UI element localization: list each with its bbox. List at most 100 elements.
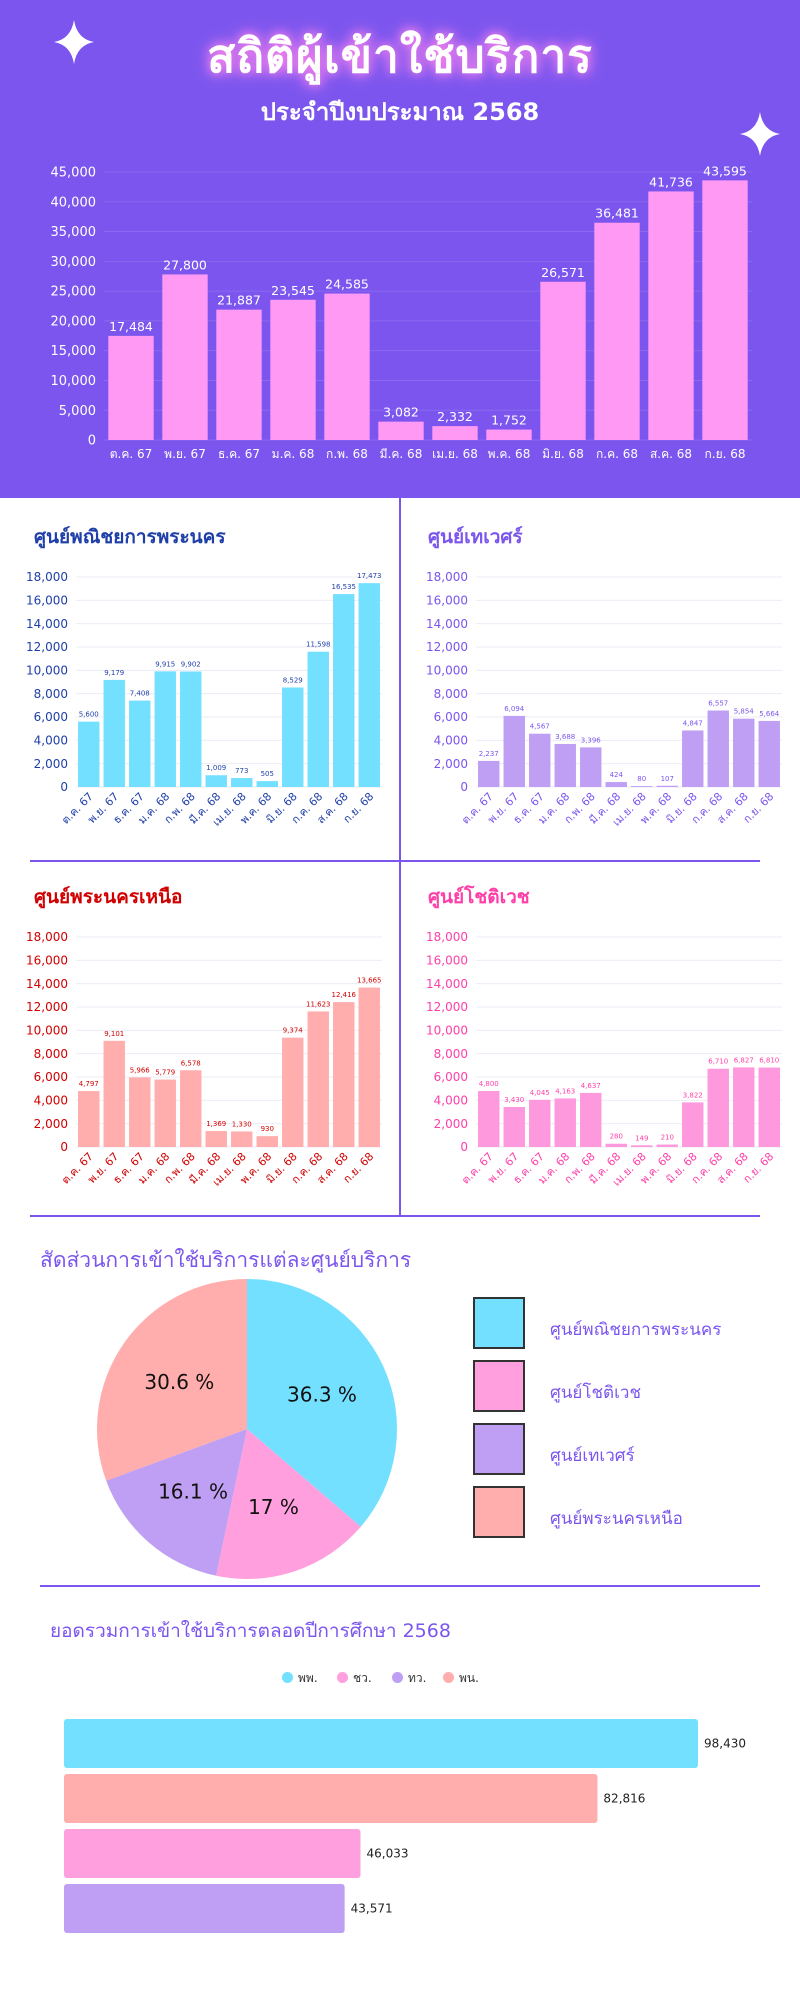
- bar: [162, 274, 208, 440]
- bar: [758, 1067, 780, 1147]
- x-tick-label: ต.ค. 67: [110, 447, 153, 461]
- bar-value-label: 9,374: [283, 1027, 304, 1035]
- y-tick-label: 16,000: [26, 594, 68, 608]
- y-tick-label: 14,000: [426, 617, 468, 631]
- section-divider: [40, 1585, 760, 1587]
- legend-swatch: [473, 1486, 525, 1538]
- bar-value-label: 9,915: [155, 660, 175, 668]
- bar-value-label: 1,369: [206, 1120, 226, 1128]
- y-tick-label: 35,000: [51, 225, 97, 240]
- y-tick-label: 6,000: [434, 1070, 468, 1084]
- bar-value-label: 773: [235, 767, 248, 775]
- bar-value-label: 12,416: [332, 991, 357, 999]
- bar-value-label: 36,481: [595, 206, 639, 221]
- bar: [648, 191, 694, 440]
- bar: [180, 671, 202, 787]
- y-tick-label: 4,000: [34, 734, 68, 748]
- bar-value-label: 82,816: [603, 1792, 645, 1806]
- bar-value-label: 46,033: [367, 1847, 409, 1861]
- panel-divider: [30, 860, 760, 862]
- panel-divider: [399, 498, 401, 1216]
- y-tick-label: 15,000: [51, 344, 97, 359]
- bar-value-label: 41,736: [649, 174, 693, 189]
- bar-value-label: 280: [610, 1133, 623, 1141]
- legend-label: ศูนย์พณิชยการพระนคร: [550, 1320, 722, 1340]
- y-tick-label: 12,000: [26, 640, 68, 654]
- y-tick-label: 10,000: [26, 664, 68, 678]
- sparkle-icon: [54, 20, 94, 64]
- bar: [64, 1719, 698, 1768]
- bar-value-label: 8,529: [283, 676, 303, 684]
- yearly-total-chart: 98,430 82,816 46,033 43,571: [64, 1719, 746, 1933]
- legend-label: ชว.: [353, 1671, 372, 1685]
- bar: [529, 1099, 551, 1147]
- bar-value-label: 2,332: [437, 409, 473, 424]
- bar: [758, 720, 780, 787]
- bar-value-label: 424: [610, 771, 624, 779]
- pie-title: สัดส่วนการเข้าใช้บริการแต่ละศูนย์บริการ: [40, 1248, 412, 1272]
- center-chart-p2: 0 2,000 4,000 6,000 8,000 10,000 12,000 14,000 1…: [426, 570, 782, 829]
- bar: [529, 733, 551, 787]
- legend-swatch: [473, 1297, 525, 1349]
- y-tick-label: 18,000: [426, 930, 468, 944]
- bar: [256, 781, 278, 787]
- bar: [216, 309, 262, 440]
- bar-value-label: 107: [661, 775, 674, 783]
- bar-value-label: 149: [635, 1134, 648, 1142]
- bar: [631, 1145, 653, 1147]
- bar: [605, 1143, 627, 1147]
- bar: [580, 747, 602, 787]
- bar: [707, 1068, 729, 1147]
- bar: [478, 760, 500, 787]
- x-tick-label: ธ.ค. 67: [218, 447, 260, 461]
- bar-value-label: 4,163: [555, 1087, 575, 1095]
- bar-value-label: 3,082: [383, 405, 419, 420]
- bar-value-label: 6,578: [181, 1059, 201, 1067]
- bar-value-label: 11,623: [306, 1000, 331, 1008]
- bar: [733, 718, 755, 787]
- legend-dot: [392, 1672, 403, 1683]
- y-tick-label: 18,000: [26, 570, 68, 584]
- y-tick-label: 45,000: [51, 166, 97, 181]
- bar: [129, 700, 151, 787]
- panel-title-p1: ศูนย์พณิชยการพระนคร: [34, 526, 226, 548]
- y-tick-label: 10,000: [26, 1024, 68, 1038]
- bar-value-label: 5,779: [155, 1069, 175, 1077]
- bar-value-label: 4,567: [530, 723, 550, 731]
- legend-label: ศูนย์เทเวศร์: [550, 1446, 635, 1466]
- bar: [103, 679, 125, 787]
- x-tick-label: ส.ค. 68: [650, 447, 692, 461]
- bar-value-label: 6,557: [708, 700, 728, 708]
- bar-value-label: 9,179: [104, 669, 124, 677]
- y-tick-label: 8,000: [34, 687, 68, 701]
- y-tick-label: 14,000: [426, 977, 468, 991]
- bar-value-label: 9,101: [104, 1030, 124, 1038]
- bar: [64, 1829, 361, 1878]
- bar-value-label: 11,598: [306, 641, 331, 649]
- bar-value-label: 3,430: [504, 1096, 524, 1104]
- yearly-title: ยอดรวมการเข้าใช้บริการตลอดปีการศึกษา 256…: [50, 1620, 451, 1642]
- legend-dot: [282, 1672, 293, 1683]
- bar: [486, 429, 532, 440]
- header-banner: สถิติผู้เข้าใช้บริการ ประจำปีงบประมาณ 25…: [0, 0, 800, 498]
- center-chart-p3: 0 2,000 4,000 6,000 8,000 10,000 12,000 14,000 1…: [26, 930, 382, 1189]
- share-pie-chart: 36.3 % 17 % 16.1 % 30.6 %: [96, 1279, 397, 1579]
- bar-value-label: 16,535: [332, 583, 357, 591]
- y-tick-label: 6,000: [34, 710, 68, 724]
- x-tick-label: ก.พ. 68: [326, 447, 368, 461]
- bar-value-label: 5,600: [79, 711, 99, 719]
- bar: [702, 180, 748, 440]
- center-chart-p1: 0 2,000 4,000 6,000 8,000 10,000 12,000 14,000 1…: [26, 570, 382, 829]
- bar-value-label: 21,887: [217, 293, 261, 308]
- y-tick-label: 5,000: [59, 404, 96, 419]
- bar-value-label: 3,688: [555, 733, 575, 741]
- bar: [594, 222, 640, 440]
- bar: [64, 1774, 598, 1823]
- y-tick-label: 0: [460, 780, 468, 794]
- legend-dot: [337, 1672, 348, 1683]
- bar: [540, 281, 586, 440]
- bar: [333, 594, 355, 787]
- bar: [154, 1079, 176, 1147]
- bar-value-label: 43,595: [703, 163, 747, 178]
- y-tick-label: 8,000: [434, 1047, 468, 1061]
